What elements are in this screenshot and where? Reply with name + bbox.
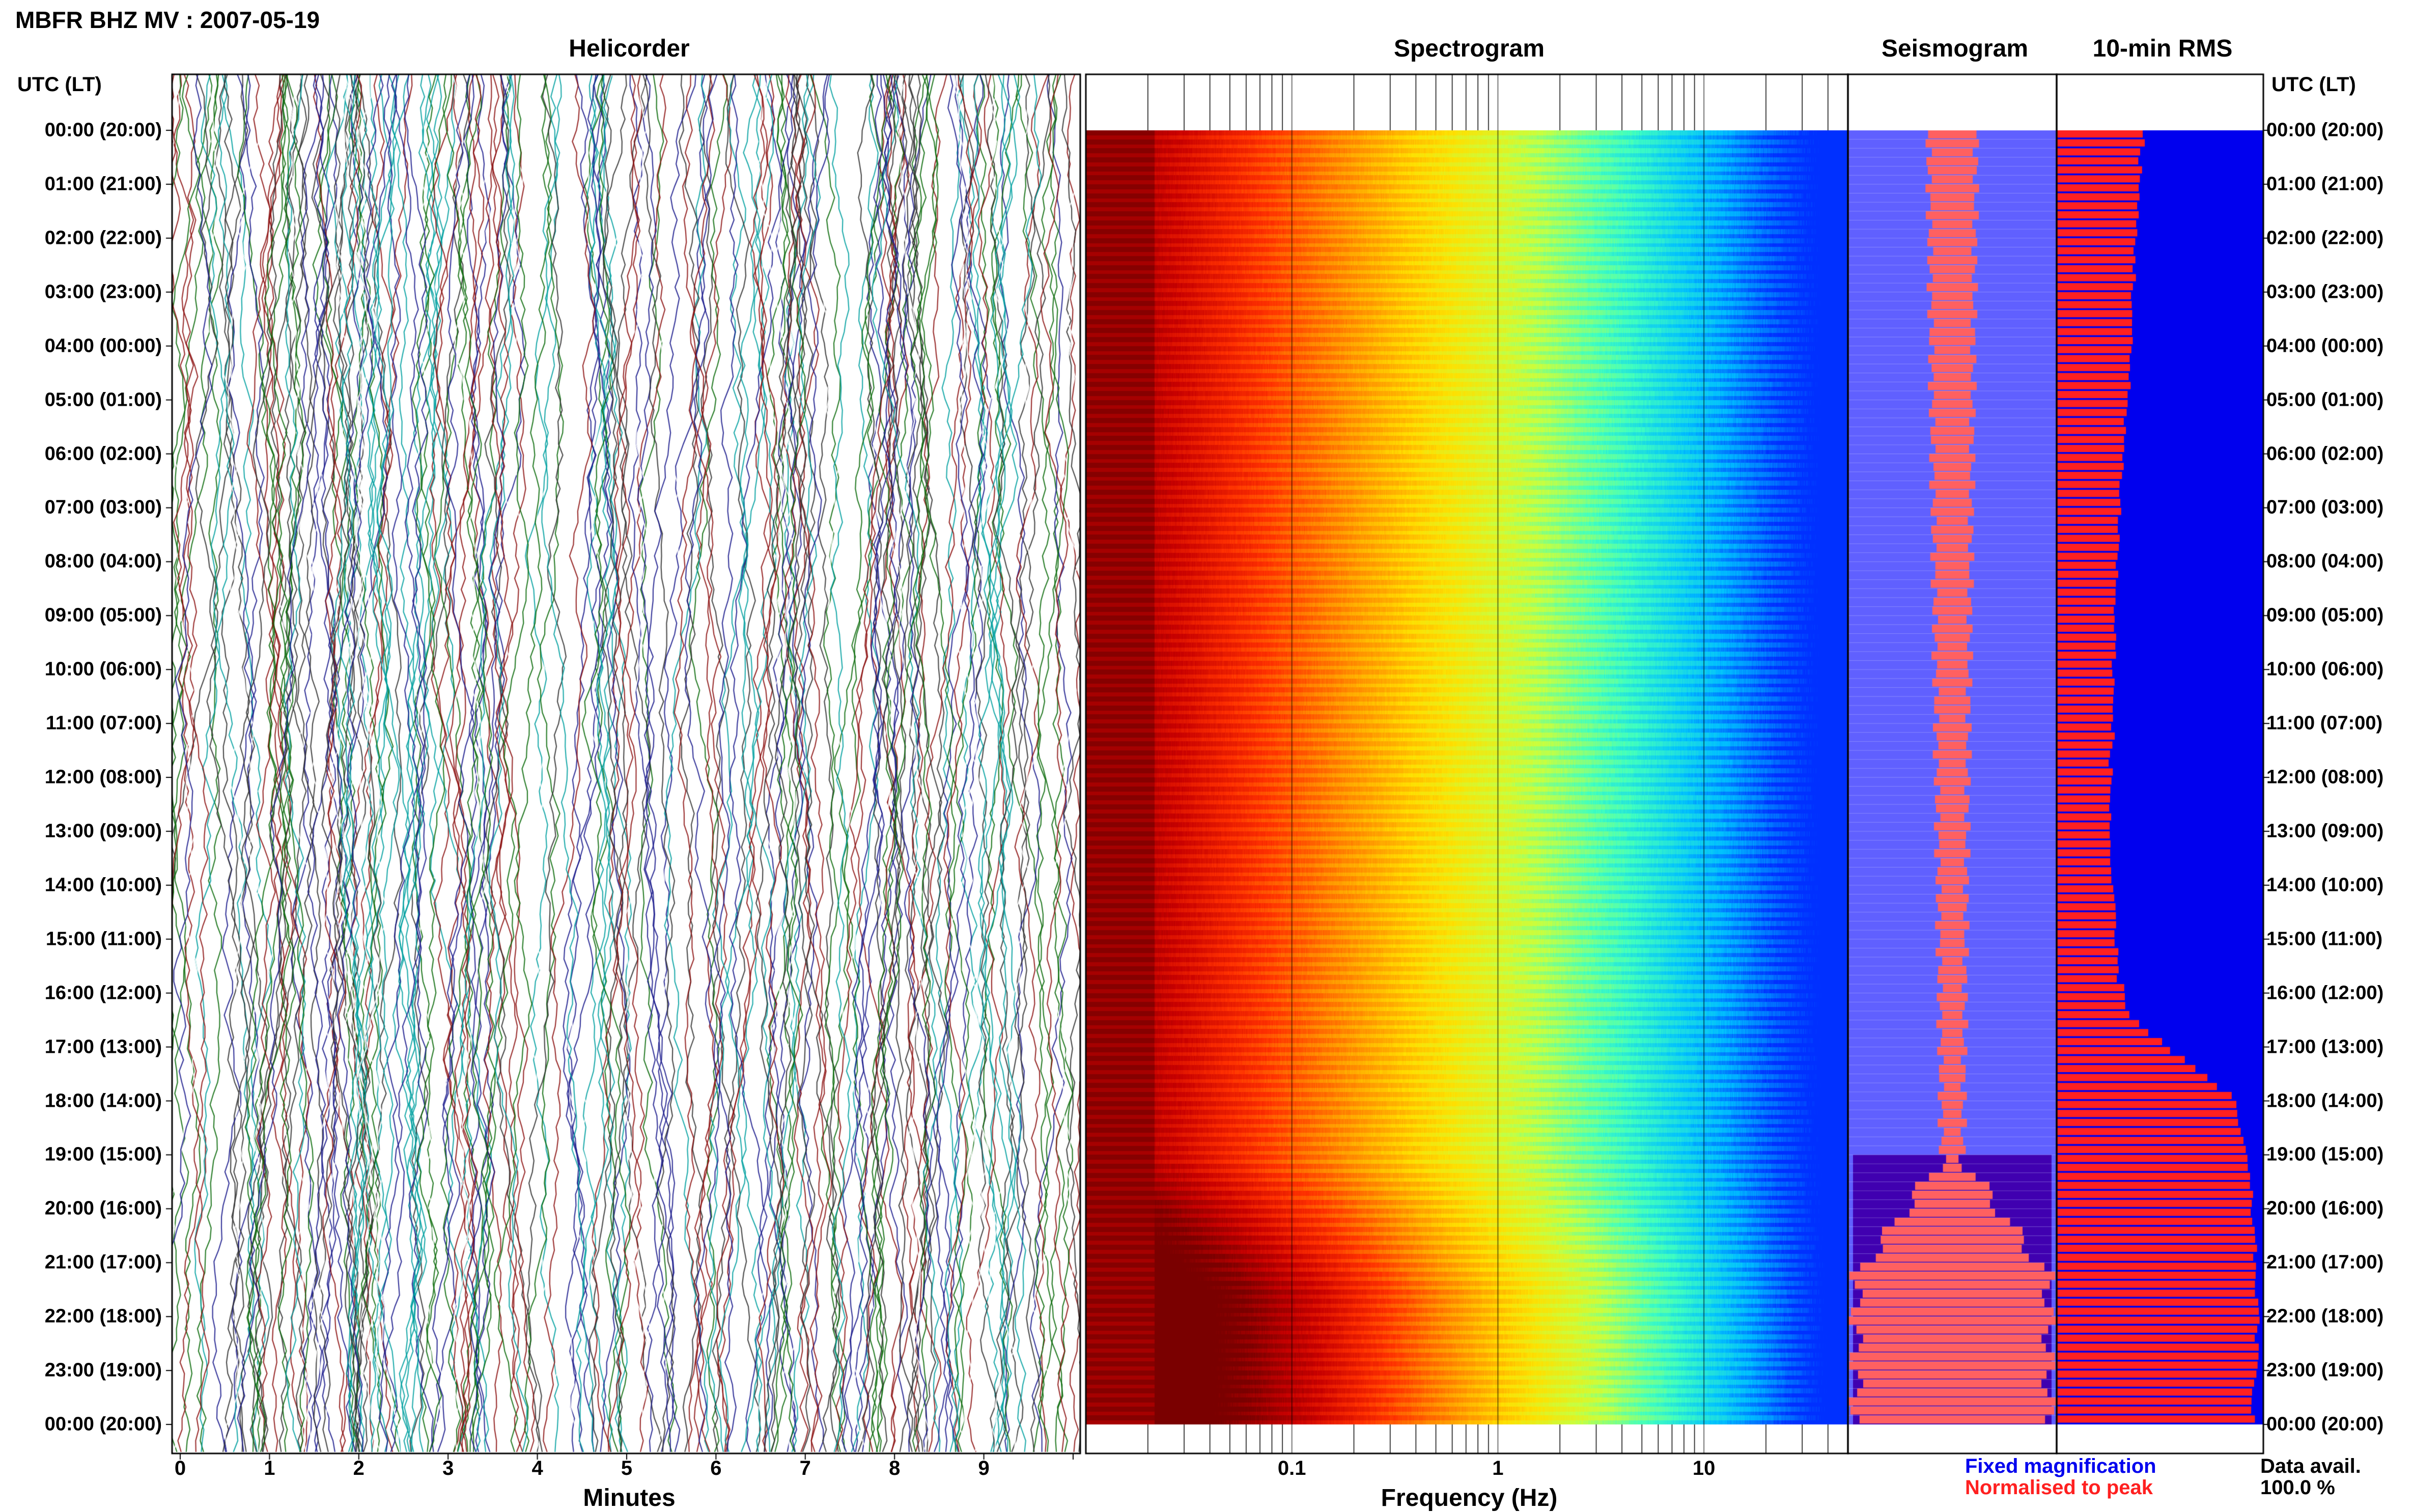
- time-tick-label: 08:00 (04:00): [2266, 550, 2384, 572]
- time-tick-label: 19:00 (15:00): [44, 1143, 162, 1165]
- time-tick-label: 14:00 (10:00): [44, 874, 162, 896]
- time-tick-label: 11:00 (07:00): [45, 712, 162, 734]
- time-tick-label: 12:00 (08:00): [2266, 766, 2384, 788]
- frequency-tick-label: 1: [1492, 1457, 1504, 1479]
- time-tick-label: 20:00 (16:00): [44, 1197, 162, 1219]
- time-tick-label: 17:00 (13:00): [44, 1036, 162, 1058]
- minutes-tick-label: 9: [978, 1457, 990, 1479]
- panel-title-spectrogram: Spectrogram: [1393, 35, 1545, 62]
- time-tick-label: 07:00 (03:00): [2266, 496, 2384, 518]
- time-tick-label: 10:00 (06:00): [44, 658, 162, 680]
- minutes-tick-label: 0: [174, 1457, 186, 1479]
- panel-title-seismogram: Seismogram: [1881, 35, 2029, 62]
- time-tick-label: 09:00 (05:00): [44, 604, 162, 626]
- panel-title-rms: 10-min RMS: [2092, 35, 2233, 62]
- time-tick-label: 22:00 (18:00): [2266, 1305, 2384, 1327]
- time-tick-label: 02:00 (22:00): [2266, 227, 2384, 249]
- time-tick-label: 00:00 (20:00): [2266, 119, 2384, 141]
- time-tick-label: 07:00 (03:00): [44, 496, 162, 518]
- time-tick-label: 19:00 (15:00): [2266, 1143, 2384, 1165]
- time-axis-label-right: UTC (LT): [2271, 73, 2356, 96]
- time-tick-label: 16:00 (12:00): [44, 982, 162, 1004]
- chart-title: MBFR BHZ MV : 2007-05-19: [15, 7, 320, 33]
- time-tick-label: 00:00 (20:00): [2266, 1413, 2384, 1435]
- time-tick-label: 14:00 (10:00): [2266, 874, 2384, 896]
- time-tick-label: 15:00 (11:00): [45, 928, 162, 950]
- minutes-tick-label: 4: [531, 1457, 543, 1479]
- legend-normalised-to-peak: Normalised to peak: [1965, 1476, 2153, 1499]
- data-availability-value: 100.0 %: [2260, 1476, 2335, 1499]
- time-tick-label: 18:00 (14:00): [2266, 1090, 2384, 1111]
- frequency-tick-label: 0.1: [1277, 1457, 1306, 1479]
- legend-fixed-magnification: Fixed magnification: [1965, 1455, 2156, 1477]
- time-tick-label: 23:00 (19:00): [44, 1359, 162, 1381]
- frequency-tick-label: 10: [1692, 1457, 1716, 1479]
- time-tick-label: 17:00 (13:00): [2266, 1036, 2384, 1058]
- minutes-tick-label: 1: [264, 1457, 275, 1479]
- time-tick-label: 04:00 (00:00): [44, 335, 162, 357]
- time-tick-label: 06:00 (02:00): [44, 443, 162, 464]
- time-tick-label: 20:00 (16:00): [2266, 1197, 2384, 1219]
- panel-title-helicorder: Helicorder: [569, 35, 690, 62]
- time-tick-label: 01:00 (21:00): [44, 173, 162, 195]
- time-tick-label: 21:00 (17:00): [2266, 1251, 2384, 1273]
- time-tick-label: 04:00 (00:00): [2266, 335, 2384, 357]
- minutes-tick-label: 7: [799, 1457, 811, 1479]
- time-tick-label: 12:00 (08:00): [44, 766, 162, 788]
- time-tick-label: 08:00 (04:00): [44, 550, 162, 572]
- time-tick-label: 03:00 (23:00): [2266, 281, 2384, 303]
- minutes-tick-label: 8: [889, 1457, 901, 1479]
- time-tick-label: 05:00 (01:00): [2266, 389, 2384, 411]
- time-tick-label: 18:00 (14:00): [44, 1090, 162, 1111]
- time-tick-label: 23:00 (19:00): [2266, 1359, 2384, 1381]
- minutes-tick-label: 2: [353, 1457, 364, 1479]
- time-axis-label-left: UTC (LT): [17, 73, 102, 96]
- minutes-tick-label: 6: [710, 1457, 722, 1479]
- time-tick-label: 09:00 (05:00): [2266, 604, 2384, 626]
- frequency-axis-label: Frequency (Hz): [1381, 1485, 1558, 1511]
- time-tick-label: 11:00 (07:00): [2266, 712, 2383, 734]
- time-tick-label: 22:00 (18:00): [44, 1305, 162, 1327]
- minutes-axis-label: Minutes: [583, 1485, 676, 1511]
- data-availability-label: Data avail.: [2260, 1455, 2361, 1477]
- time-tick-label: 00:00 (20:00): [44, 1413, 162, 1435]
- time-tick-label: 06:00 (02:00): [2266, 443, 2384, 464]
- time-tick-label: 16:00 (12:00): [2266, 982, 2384, 1004]
- time-tick-label: 00:00 (20:00): [44, 119, 162, 141]
- time-tick-label: 05:00 (01:00): [44, 389, 162, 411]
- time-tick-label: 13:00 (09:00): [44, 820, 162, 842]
- time-tick-label: 10:00 (06:00): [2266, 658, 2384, 680]
- time-tick-label: 13:00 (09:00): [2266, 820, 2384, 842]
- minutes-tick-label: 5: [621, 1457, 633, 1479]
- time-tick-label: 02:00 (22:00): [44, 227, 162, 249]
- time-tick-label: 01:00 (21:00): [2266, 173, 2384, 195]
- time-tick-label: 15:00 (11:00): [2266, 928, 2383, 950]
- minutes-tick-label: 3: [442, 1457, 454, 1479]
- time-tick-label: 03:00 (23:00): [44, 281, 162, 303]
- time-tick-label: 21:00 (17:00): [44, 1251, 162, 1273]
